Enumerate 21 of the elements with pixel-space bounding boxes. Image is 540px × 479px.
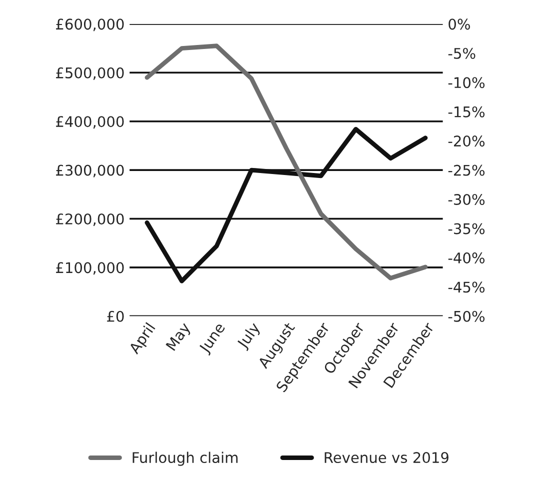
y-tick-label: £500,000: [56, 67, 124, 80]
y-tick-label: £200,000: [56, 213, 124, 226]
y2-tick-label: -35%: [448, 223, 485, 234]
legend-label: Furlough claim: [132, 452, 238, 466]
line-series: [144, 44, 428, 280]
y2-tick-label: -15%: [448, 106, 485, 118]
y2-tick-label: -25%: [448, 164, 485, 176]
y-tick-label: £400,000: [56, 116, 124, 129]
legend-label: Revenue vs 2019: [324, 452, 448, 464]
y2-tick-label: 0%: [448, 18, 470, 30]
y-tick-label: £100,000: [56, 262, 124, 275]
y2-tick-label: -20%: [448, 136, 485, 147]
y-tick-label: £600,000: [56, 18, 124, 32]
y-tick-label: £300,000: [56, 164, 124, 178]
y2-tick-label: -45%: [448, 282, 485, 293]
y-tick-label: £0: [107, 310, 124, 322]
y2-tick-label: -30%: [448, 194, 485, 206]
y2-tick-label: -50%: [448, 310, 485, 322]
y2-tick-label: -40%: [448, 252, 485, 264]
y2-tick-label: -10%: [448, 77, 485, 88]
y2-tick-label: -5%: [448, 48, 476, 59]
